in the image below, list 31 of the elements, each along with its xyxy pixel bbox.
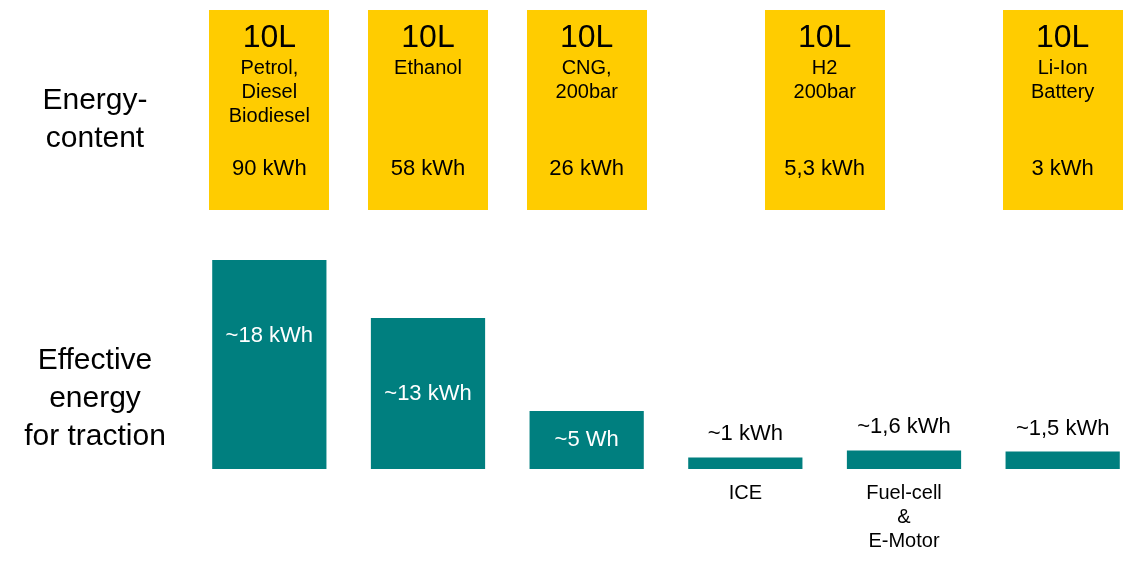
bar — [212, 260, 327, 469]
text: 5,3 kWh — [784, 155, 865, 180]
y-axis-title: Effective energy for traction — [23, 341, 167, 453]
category-label: CNG, 200bar — [554, 55, 619, 104]
bar — [1005, 451, 1120, 469]
text: 10L — [241, 18, 297, 55]
bar — [846, 450, 962, 469]
bar — [529, 410, 644, 469]
category-label: Petrol, Diesel Biodiesel — [227, 55, 311, 128]
text: 10L — [558, 18, 615, 55]
bar — [370, 318, 486, 469]
data-label: ~18 kWh — [225, 322, 314, 348]
data-label: ~13 kWh — [384, 380, 472, 406]
text: 10L — [1034, 18, 1091, 55]
text: 3 kWh — [1031, 155, 1094, 180]
x-tick-label: ICE — [728, 480, 763, 503]
bar — [688, 457, 803, 469]
text: Energy- content — [41, 81, 149, 155]
data-label: ~1,6 kWh — [857, 413, 951, 439]
text: 10L — [796, 18, 853, 55]
text: 58 kWh — [390, 155, 466, 180]
category-label: Ethanol — [393, 55, 463, 80]
data-label: ~1,5 kWh — [1015, 414, 1110, 440]
text: 10L — [400, 18, 456, 55]
x-tick-label: Fuel-cell & E-Motor — [866, 480, 942, 551]
category-label: H2 200bar — [792, 55, 857, 104]
text: 26 kWh — [549, 155, 624, 180]
text: 90 kWh — [232, 155, 307, 180]
category-label: Li-Ion Battery — [1029, 55, 1096, 104]
data-label: ~5 Wh — [554, 426, 619, 452]
data-label: ~1 kWh — [707, 420, 783, 446]
